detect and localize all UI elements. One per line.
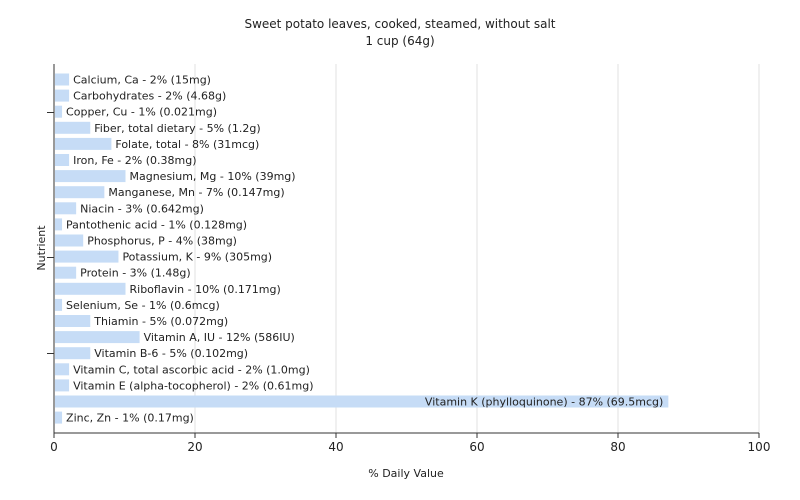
bar <box>55 347 91 360</box>
bar <box>55 282 126 295</box>
bar <box>55 266 77 279</box>
bar <box>55 331 140 344</box>
bar-label: Carbohydrates - 2% (4.68g) <box>73 90 226 103</box>
bar <box>55 154 70 166</box>
chart-title: Sweet potato leaves, cooked, steamed, wi… <box>244 17 555 31</box>
bar <box>55 363 70 376</box>
bar-label: Vitamin K (phylloquinone) - 87% (69.5mcg… <box>425 396 663 409</box>
bar <box>55 202 77 215</box>
bar-label: Calcium, Ca - 2% (15mg) <box>73 74 211 87</box>
bar-label: Folate, total - 8% (31mcg) <box>115 138 259 151</box>
grid-lines <box>194 64 760 433</box>
bar <box>55 218 63 231</box>
bar-label: Copper, Cu - 1% (0.021mg) <box>66 106 217 119</box>
x-tick-label: 100 <box>748 440 771 454</box>
bar-label: Iron, Fe - 2% (0.38mg) <box>73 154 196 167</box>
bar <box>55 137 112 150</box>
bar <box>55 411 63 424</box>
axes: 0 20 40 60 80 100 <box>47 64 770 454</box>
bar <box>55 298 63 311</box>
bar-label: Phosphorus, P - 4% (38mg) <box>87 235 237 248</box>
x-tick-label: 60 <box>469 440 484 454</box>
chart-subtitle: 1 cup (64g) <box>365 34 434 48</box>
bar-label: Vitamin A, IU - 12% (586IU) <box>144 331 295 344</box>
bar-label: Protein - 3% (1.48g) <box>80 267 191 280</box>
x-tick-label: 80 <box>610 440 625 454</box>
x-axis-label: % Daily Value <box>368 467 444 480</box>
x-tick-label: 40 <box>328 440 343 454</box>
bar-label: Fiber, total dietary - 5% (1.2g) <box>94 122 260 135</box>
bar-label: Thiamin - 5% (0.072mg) <box>93 315 228 328</box>
bar-label: Magnesium, Mg - 10% (39mg) <box>130 170 296 183</box>
bar <box>55 105 63 118</box>
bar <box>55 186 105 199</box>
bar-label: Niacin - 3% (0.642mg) <box>80 202 204 215</box>
bar <box>55 121 91 134</box>
bar-label: Manganese, Mn - 7% (0.147mg) <box>108 186 284 199</box>
bar <box>55 395 669 408</box>
bar-label: Vitamin C, total ascorbic acid - 2% (1.0… <box>73 363 310 376</box>
bar-label: Zinc, Zn - 1% (0.17mg) <box>66 412 194 425</box>
bars: Calcium, Ca - 2% (15mg) Carbohydrates - 2… <box>55 73 669 425</box>
y-axis-label: Nutrient <box>35 225 48 271</box>
bar-label: Vitamin B-6 - 5% (0.102mg) <box>94 347 248 360</box>
bar-label: Riboflavin - 10% (0.171mg) <box>130 283 281 296</box>
x-tick-label: 0 <box>50 440 58 454</box>
bar <box>55 170 126 183</box>
bar-label: Vitamin E (alpha-tocopherol) - 2% (0.61m… <box>73 379 313 392</box>
x-tick-label: 20 <box>187 440 202 454</box>
bar-label: Pantothenic acid - 1% (0.128mg) <box>66 218 247 231</box>
bar <box>55 315 91 327</box>
bar <box>55 250 119 263</box>
bar-label: Selenium, Se - 1% (0.6mcg) <box>66 299 220 312</box>
bar-label: Potassium, K - 9% (305mg) <box>122 251 272 264</box>
bar <box>55 73 70 86</box>
bar <box>55 379 70 392</box>
bar <box>55 234 84 247</box>
bar <box>55 89 70 102</box>
